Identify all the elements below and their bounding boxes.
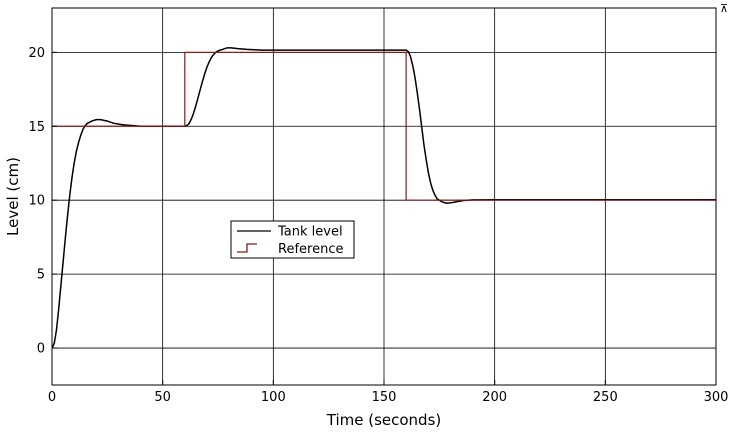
series-layer	[52, 47, 716, 349]
y-tick-label: 20	[28, 46, 45, 61]
legend: Tank level Reference	[230, 220, 355, 259]
x-tick-label: 300	[704, 390, 729, 405]
tank-level-line	[52, 47, 716, 349]
x-tick-label: 250	[593, 390, 618, 405]
reference-step-line	[52, 51, 716, 201]
y-tick-label: 10	[28, 194, 45, 209]
x-tick-label: 0	[48, 390, 56, 405]
x-tick-label: 100	[261, 390, 286, 405]
corner-icon: ⊼	[720, 2, 728, 15]
x-tick-label: 50	[154, 390, 171, 405]
x-axis-label: Time (seconds)	[326, 411, 442, 429]
x-tick-label: 200	[482, 390, 507, 405]
y-axis-label: Level (cm)	[4, 157, 22, 236]
tick-labels: 0 50 100 150 200 250 300 0 5 10 15 20	[28, 46, 728, 405]
legend-label-tank-level: Tank level	[277, 225, 343, 240]
legend-label-reference: Reference	[278, 242, 343, 257]
legend-swatch-reference	[237, 243, 257, 253]
legend-box	[230, 220, 355, 259]
y-tick-label: 5	[37, 268, 45, 283]
y-tick-label: 0	[37, 342, 45, 357]
x-tick-label: 150	[372, 390, 397, 405]
y-tick-label: 15	[28, 120, 45, 135]
